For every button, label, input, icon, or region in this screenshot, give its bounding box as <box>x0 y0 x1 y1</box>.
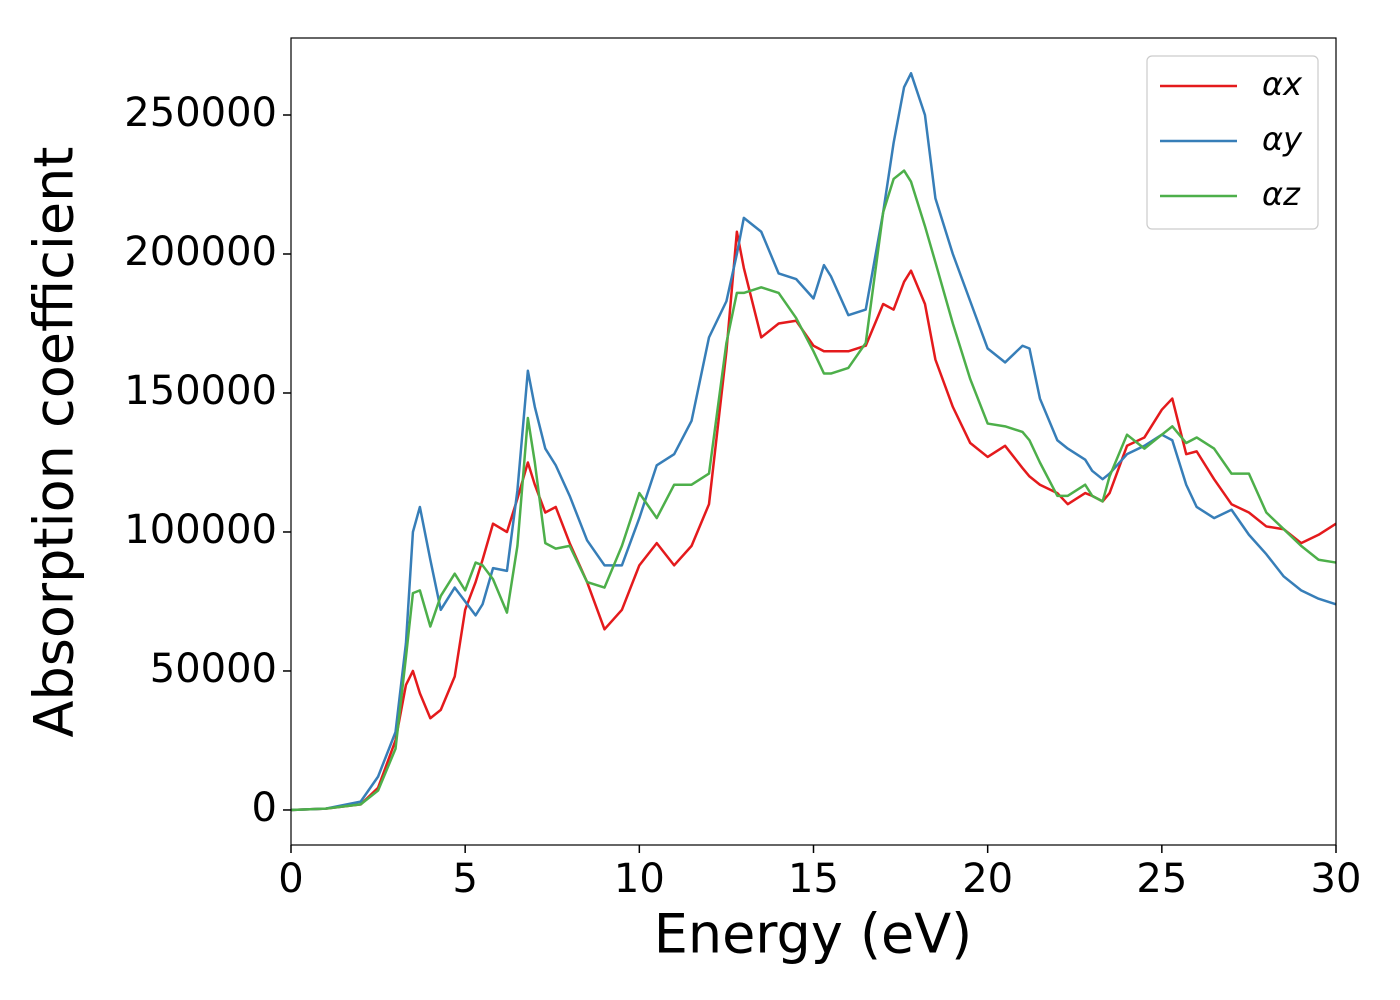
series-line <box>290 230 1337 812</box>
x-tick-label: 5 <box>452 856 477 902</box>
x-tick-label: 0 <box>278 856 303 902</box>
legend-box <box>1146 55 1319 230</box>
x-tick-label: 20 <box>962 856 1013 902</box>
x-axis-label: Energy (eV) <box>654 903 973 966</box>
y-tick-label: 0 <box>252 785 277 831</box>
x-tick-label: 30 <box>1311 856 1362 902</box>
y-tick-label: 50000 <box>150 646 277 692</box>
y-tick-label: 100000 <box>124 507 277 553</box>
y-tick-label: 200000 <box>124 229 277 275</box>
plot-frame <box>290 37 1337 846</box>
y-axis-label: Absorption coefficient <box>23 147 86 738</box>
x-tick-label: 15 <box>788 856 839 902</box>
y-tick-label: 250000 <box>124 90 277 136</box>
legend-label: αx <box>1262 65 1303 103</box>
x-tick-label: 25 <box>1136 856 1187 902</box>
series-line <box>290 169 1337 812</box>
legend-label: αz <box>1262 175 1301 213</box>
x-tick-label: 10 <box>614 856 665 902</box>
legend-label: αy <box>1262 120 1303 158</box>
y-tick-label: 150000 <box>124 368 277 414</box>
